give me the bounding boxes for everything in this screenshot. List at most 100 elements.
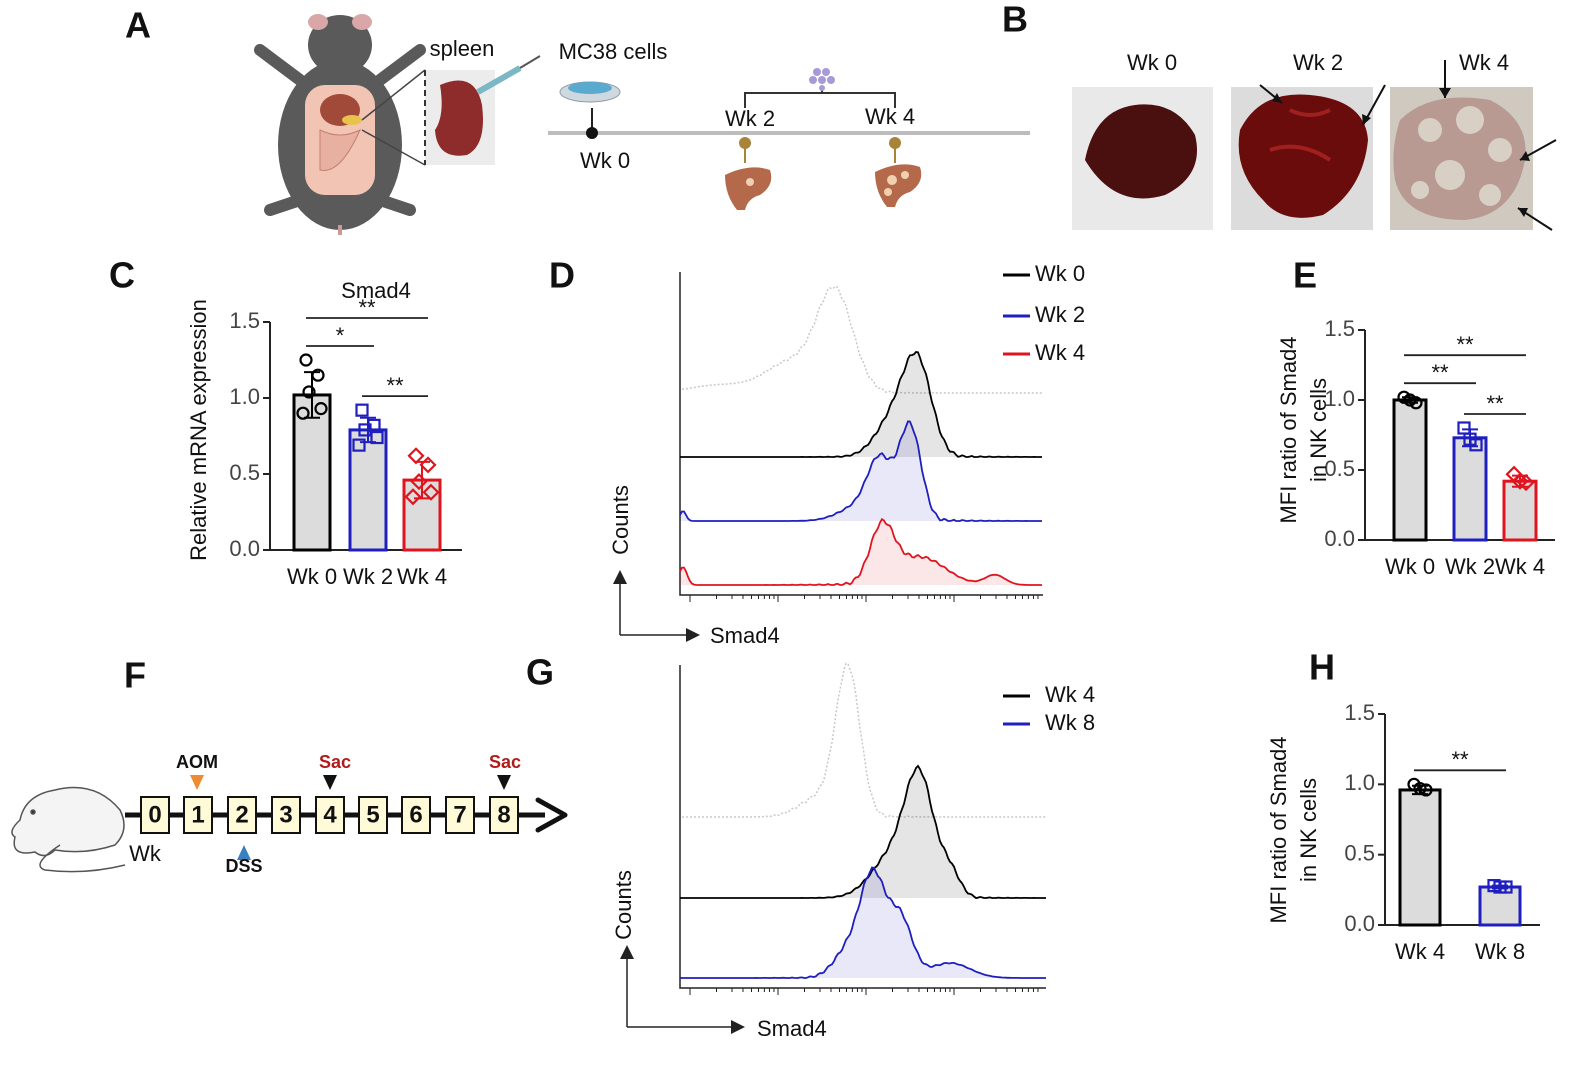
- data-point: [1413, 781, 1427, 796]
- week-box: [227, 796, 257, 834]
- histogram-curve: [680, 351, 1042, 458]
- y-tick-label: 0.0: [1344, 911, 1375, 936]
- x-tick-label: Wk 2: [343, 564, 393, 589]
- panel-label: E: [1293, 255, 1317, 296]
- data-point: [302, 385, 316, 399]
- histogram-fill: [680, 867, 1046, 978]
- timepoint-label: Wk 0: [1127, 50, 1177, 75]
- legend-label: Wk 4: [1045, 682, 1095, 707]
- aom-label: AOM: [176, 752, 218, 772]
- histogram-curve: [682, 662, 1046, 818]
- week-number: 2: [235, 801, 248, 828]
- y-tick-label: 1.5: [1344, 700, 1375, 725]
- axis-label: Smad4: [757, 1016, 827, 1041]
- y-axis-label: MFI ratio of Smad4: [1276, 336, 1301, 523]
- data-point: [404, 488, 422, 506]
- week-box: [445, 796, 475, 834]
- legend-label: Wk 2: [1035, 302, 1085, 327]
- data-point: [410, 473, 428, 491]
- panel-label: D: [549, 255, 575, 296]
- x-tick-label: Wk 0: [1385, 554, 1435, 579]
- timepoint-label: Wk 2: [725, 106, 775, 131]
- week-unit: Wk: [129, 841, 162, 866]
- week-number: 0: [148, 801, 161, 828]
- data-point: [370, 430, 384, 445]
- panel-label: C: [109, 255, 135, 296]
- timeline-illustration: [548, 68, 1030, 210]
- panel-label: H: [1309, 647, 1335, 688]
- data-point: [1409, 396, 1423, 410]
- week-box: [401, 796, 431, 834]
- y-tick-label: 0.5: [1324, 456, 1355, 481]
- bar: [1392, 398, 1428, 542]
- week-box: [140, 796, 170, 834]
- mouse-illustration: [254, 14, 541, 235]
- dss-label: DSS: [225, 856, 262, 876]
- significance-label: **: [358, 295, 376, 320]
- histogram-curve: [680, 764, 1046, 899]
- dss-marker: [237, 845, 251, 860]
- cells-label: MC38 cells: [559, 39, 668, 64]
- week-number: 5: [366, 801, 379, 828]
- y-tick-label: 0.0: [229, 536, 260, 561]
- y-axis-label: in NK cells: [1306, 378, 1331, 482]
- significance-label: **: [1451, 747, 1469, 772]
- y-axis-label: MFI ratio of Smad4: [1266, 736, 1291, 923]
- significance-label: **: [1456, 332, 1474, 357]
- bar: [1502, 479, 1538, 542]
- week-box: [358, 796, 388, 834]
- sac-label: Sac: [319, 752, 351, 772]
- data-point: [358, 423, 372, 437]
- panel-label: A: [125, 5, 151, 46]
- bar: [1452, 436, 1488, 542]
- y-tick-label: 1.5: [1324, 316, 1355, 341]
- y-tick-label: 1.0: [1344, 770, 1375, 795]
- liver-photos: [1072, 60, 1557, 231]
- week-box: [271, 796, 301, 834]
- data-point: [299, 353, 313, 367]
- data-point: [311, 368, 325, 382]
- histogram-axes: [619, 272, 1046, 1028]
- timepoint-label: Wk 0: [580, 148, 630, 173]
- timepoint-label: Wk 2: [1293, 50, 1343, 75]
- histogram-curve: [681, 285, 1042, 394]
- significance-label: *: [336, 323, 345, 348]
- legend-label: Wk 8: [1045, 710, 1095, 735]
- legend-label: Wk 4: [1035, 340, 1085, 365]
- data-point: [422, 483, 440, 501]
- x-tick-label: Wk 4: [1495, 554, 1545, 579]
- bar: [1398, 788, 1442, 927]
- data-point: [352, 438, 366, 452]
- week-box: [489, 796, 519, 834]
- x-tick-label: Wk 8: [1475, 939, 1525, 964]
- data-point: [1499, 880, 1513, 894]
- mouse-outline: [11, 786, 126, 873]
- histogram-curve: [680, 866, 1046, 979]
- x-tick-label: Wk 0: [287, 564, 337, 589]
- data-point: [1511, 472, 1529, 490]
- y-tick-label: 1.0: [229, 384, 260, 409]
- organ-label: spleen: [430, 36, 495, 61]
- y-tick-label: 0.5: [229, 460, 260, 485]
- y-axis-label: Relative mRNA expression: [186, 299, 211, 561]
- x-tick-label: Wk 2: [1445, 554, 1495, 579]
- legend-label: Wk 0: [1035, 261, 1085, 286]
- axis-label: Counts: [611, 870, 636, 940]
- histogram-fill: [680, 352, 1043, 457]
- panel-label: B: [1002, 0, 1028, 40]
- data-point: [1517, 474, 1535, 492]
- axis-label: Counts: [608, 485, 633, 555]
- histogram-curve: [679, 517, 1042, 586]
- week-box: [183, 796, 213, 834]
- timepoint-label: Wk 4: [865, 104, 915, 129]
- week-number: 4: [323, 801, 337, 828]
- x-tick-label: Wk 4: [397, 564, 447, 589]
- week-number: 1: [191, 801, 204, 828]
- timeline-arrow: [535, 797, 568, 833]
- week-number: 6: [409, 801, 422, 828]
- data-point: [419, 456, 437, 474]
- week-number: 7: [453, 801, 466, 828]
- sac-label: Sac: [489, 752, 521, 772]
- significance-label: **: [386, 373, 404, 398]
